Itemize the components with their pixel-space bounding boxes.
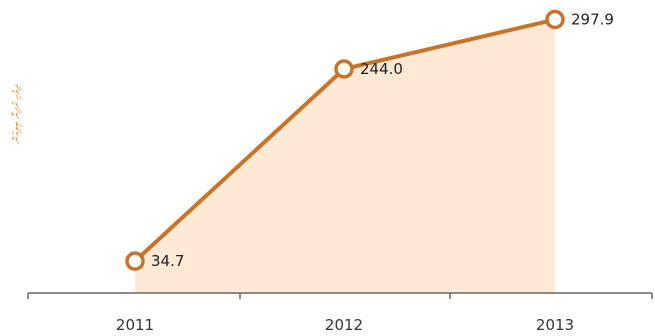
y-axis-label-wrap: ދިވެހި ރުފިޔާ ބިލިއަން bbox=[2, 40, 32, 190]
data-label-2011: 34.7 bbox=[151, 252, 184, 270]
data-point-2012 bbox=[334, 59, 354, 79]
data-label-2013: 297.9 bbox=[571, 11, 614, 29]
x-tick-label-2012: 2012 bbox=[325, 316, 363, 334]
data-point-2011 bbox=[125, 251, 145, 271]
area-fill bbox=[135, 19, 555, 293]
y-axis-label: ދިވެހި ރުފިޔާ ބިލިއަން bbox=[11, 85, 23, 145]
data-point-2013 bbox=[545, 9, 565, 30]
x-tick-label-2013: 2013 bbox=[536, 316, 574, 334]
plot-area: 34.7 244.0 297.9 2011 2012 2013 bbox=[27, 9, 653, 334]
x-tick-label-2011: 2011 bbox=[116, 316, 154, 334]
data-label-2012: 244.0 bbox=[360, 60, 403, 78]
